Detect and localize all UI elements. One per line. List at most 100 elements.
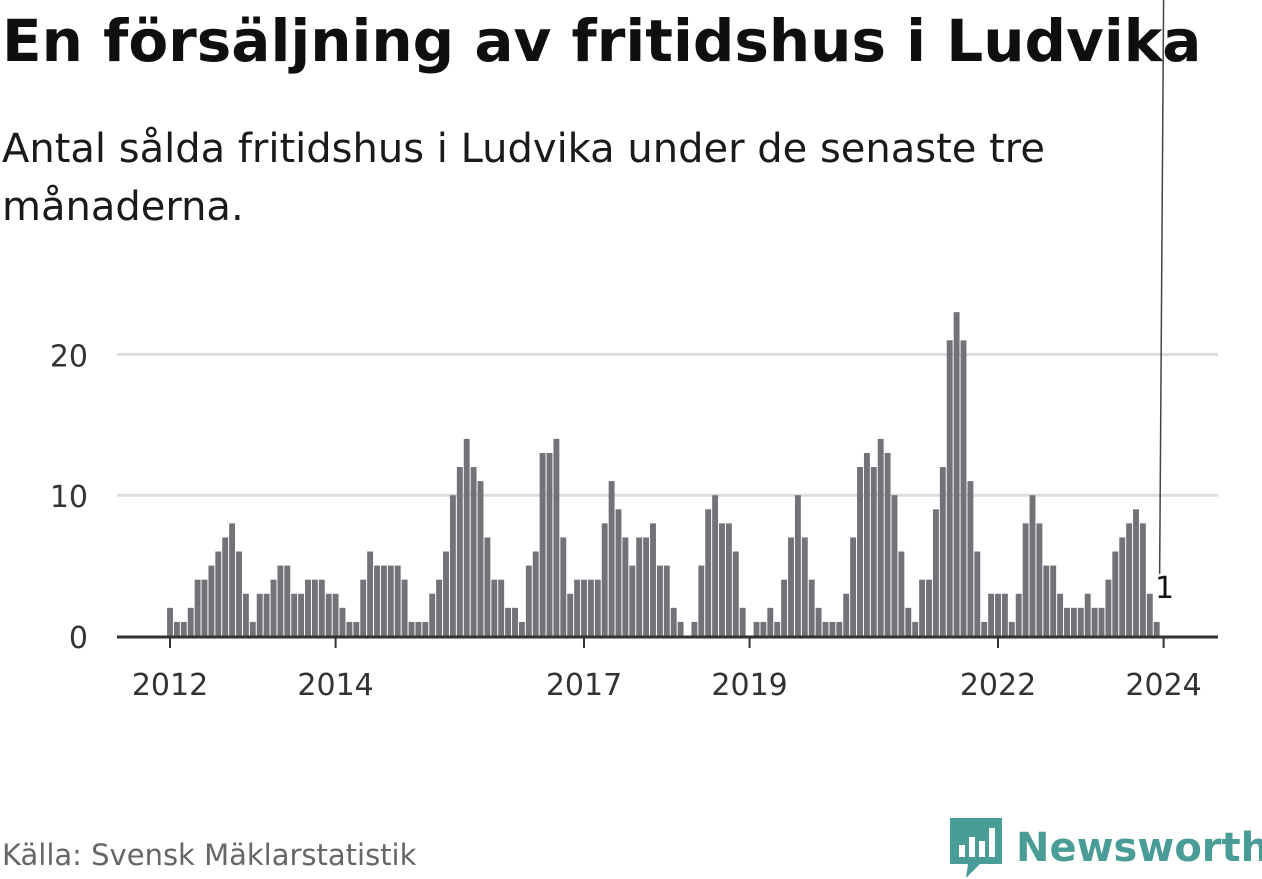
bar	[491, 579, 498, 636]
bar	[1084, 593, 1091, 636]
bar	[719, 523, 725, 636]
bar	[974, 551, 981, 636]
bar	[677, 621, 684, 636]
x-tick-label: 2019	[711, 668, 787, 703]
bar	[857, 467, 863, 636]
bar	[532, 551, 539, 636]
bar	[850, 537, 857, 636]
bar	[429, 593, 436, 636]
bar	[594, 579, 601, 636]
bar	[739, 607, 746, 636]
bar	[608, 481, 615, 636]
bar	[981, 621, 988, 636]
bar	[1112, 551, 1119, 636]
bar	[939, 467, 946, 636]
bar	[760, 621, 767, 636]
bar	[808, 579, 815, 636]
bar	[622, 537, 629, 636]
bar	[477, 481, 484, 636]
bar	[891, 495, 898, 636]
bar	[774, 621, 781, 636]
chart-title: En försäljning av fritidshus i Ludvika	[2, 7, 1202, 75]
bar	[332, 593, 339, 636]
bar	[525, 565, 532, 636]
bar	[518, 621, 525, 636]
bar	[967, 481, 974, 636]
bar	[870, 467, 877, 636]
bar	[926, 579, 932, 636]
bar	[753, 621, 760, 636]
bar	[305, 579, 311, 636]
bar	[201, 579, 208, 636]
bar	[229, 523, 236, 636]
bar	[470, 467, 477, 636]
bar	[905, 607, 912, 636]
bar	[650, 523, 656, 636]
bar	[1064, 607, 1070, 636]
bar	[691, 621, 698, 636]
bar	[346, 621, 353, 636]
chart-subtitle: Antal sålda fritidshus i Ludvika under d…	[2, 126, 1045, 230]
bar	[953, 312, 960, 636]
bar	[298, 593, 305, 636]
bar	[546, 452, 553, 636]
bar	[567, 593, 574, 636]
bar	[463, 438, 470, 636]
bar	[180, 621, 187, 636]
bar	[242, 593, 249, 636]
bar	[829, 621, 836, 636]
bar	[208, 565, 215, 636]
bar	[1070, 607, 1077, 636]
bar	[1091, 607, 1098, 636]
bar	[581, 579, 587, 636]
bar	[311, 579, 318, 636]
bar	[1001, 593, 1008, 636]
bar	[1015, 593, 1022, 636]
bar	[732, 551, 739, 636]
bar	[263, 593, 270, 636]
bar	[1139, 523, 1146, 636]
y-tick-label: 20	[50, 339, 88, 374]
x-tick-label: 2014	[297, 668, 373, 703]
bar	[1153, 621, 1160, 636]
bar	[1043, 565, 1050, 636]
bar	[443, 551, 449, 636]
bar	[898, 551, 905, 636]
newsworthy-logo-text: Newsworthy	[1016, 825, 1262, 871]
bar	[173, 621, 180, 636]
bar	[725, 523, 732, 636]
bar	[698, 565, 705, 636]
bar	[339, 607, 346, 636]
bar	[194, 579, 201, 636]
bar	[587, 579, 594, 636]
annotation-leader	[1158, 0, 1165, 581]
bar	[781, 579, 788, 636]
bar	[249, 621, 256, 636]
bar	[670, 607, 677, 636]
bar	[794, 495, 801, 636]
bar	[988, 593, 995, 636]
bar	[415, 621, 422, 636]
bar	[408, 621, 415, 636]
bar	[1050, 565, 1057, 636]
x-tick-label: 2012	[132, 668, 208, 703]
bar	[919, 579, 926, 636]
bar	[1057, 593, 1064, 636]
newsworthy-logo: Newsworthy	[950, 818, 1262, 878]
bar	[360, 579, 367, 636]
bar	[422, 621, 429, 636]
bar	[387, 565, 394, 636]
bar	[629, 565, 636, 636]
value-annotation: 1	[1155, 571, 1174, 606]
bar	[1077, 607, 1084, 636]
bar	[167, 607, 173, 636]
y-tick-label: 10	[50, 480, 88, 515]
bar	[449, 495, 456, 636]
x-tick-label: 2017	[546, 668, 622, 703]
bar	[656, 565, 663, 636]
bar	[236, 551, 242, 636]
bar	[815, 607, 822, 636]
bar	[663, 565, 670, 636]
bar	[1105, 579, 1112, 636]
